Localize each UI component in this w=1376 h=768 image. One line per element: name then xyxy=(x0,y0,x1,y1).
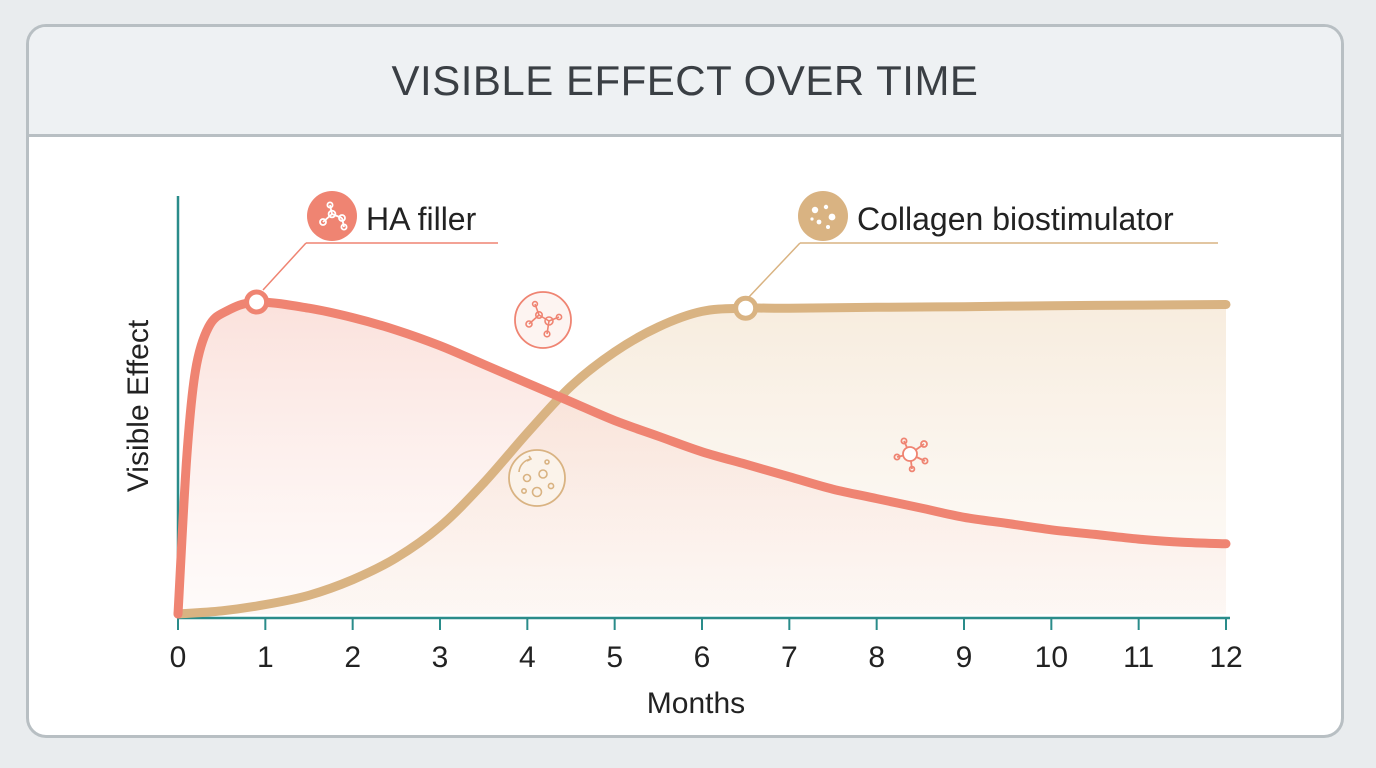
x-tick-label: 12 xyxy=(1209,641,1242,674)
series-areas xyxy=(178,301,1226,614)
particles-circle-icon xyxy=(508,449,566,507)
x-tick-label: 2 xyxy=(344,641,361,674)
x-tick-label: 10 xyxy=(1035,641,1068,674)
y-axis-label: Visible Effect xyxy=(122,319,155,492)
legend-collagen-badge xyxy=(798,191,848,241)
x-tick-label: 0 xyxy=(170,641,187,674)
molecule-circle-icon xyxy=(514,291,572,349)
x-tick-label: 9 xyxy=(956,641,973,674)
x-tick-label: 8 xyxy=(868,641,885,674)
x-tick-label: 5 xyxy=(606,641,623,674)
legend-ha-leader xyxy=(262,242,307,291)
series-marker xyxy=(733,295,759,321)
legend-collagen-leader xyxy=(747,242,801,299)
x-tick-label: 4 xyxy=(519,641,536,674)
series-lines xyxy=(173,297,1231,619)
chart-title: VISIBLE EFFECT OVER TIME xyxy=(391,56,979,104)
series-marker xyxy=(244,289,270,315)
x-axis-ticks: 0 1 2 3 4 5 6 7 8 9 10 11 12 xyxy=(170,618,1243,674)
molecule-small-icon xyxy=(893,437,929,473)
molecule-icon xyxy=(319,201,348,231)
x-tick-label: 11 xyxy=(1123,641,1154,674)
chart-header: VISIBLE EFFECT OVER TIME xyxy=(29,27,1341,137)
x-axis-label: Months xyxy=(647,687,745,720)
legend-collagen-label: Collagen biostimulator xyxy=(857,201,1174,237)
series-line-collagen-biostimulator xyxy=(173,300,1231,619)
particles-icon xyxy=(810,204,836,229)
series-area-0 xyxy=(178,301,1226,614)
x-tick-label: 6 xyxy=(694,641,711,674)
legend-ha-label: HA filler xyxy=(366,201,477,237)
series-line-ha-filler xyxy=(173,297,1231,619)
x-tick-label: 1 xyxy=(257,641,274,674)
x-tick-label: 7 xyxy=(781,641,798,674)
series-markers xyxy=(244,289,759,321)
legend-ha-badge xyxy=(307,191,357,241)
legend-ha-filler: HA filler xyxy=(262,191,498,291)
legend-collagen-biostimulator: Collagen biostimulator xyxy=(747,191,1218,299)
x-tick-label: 3 xyxy=(432,641,449,674)
